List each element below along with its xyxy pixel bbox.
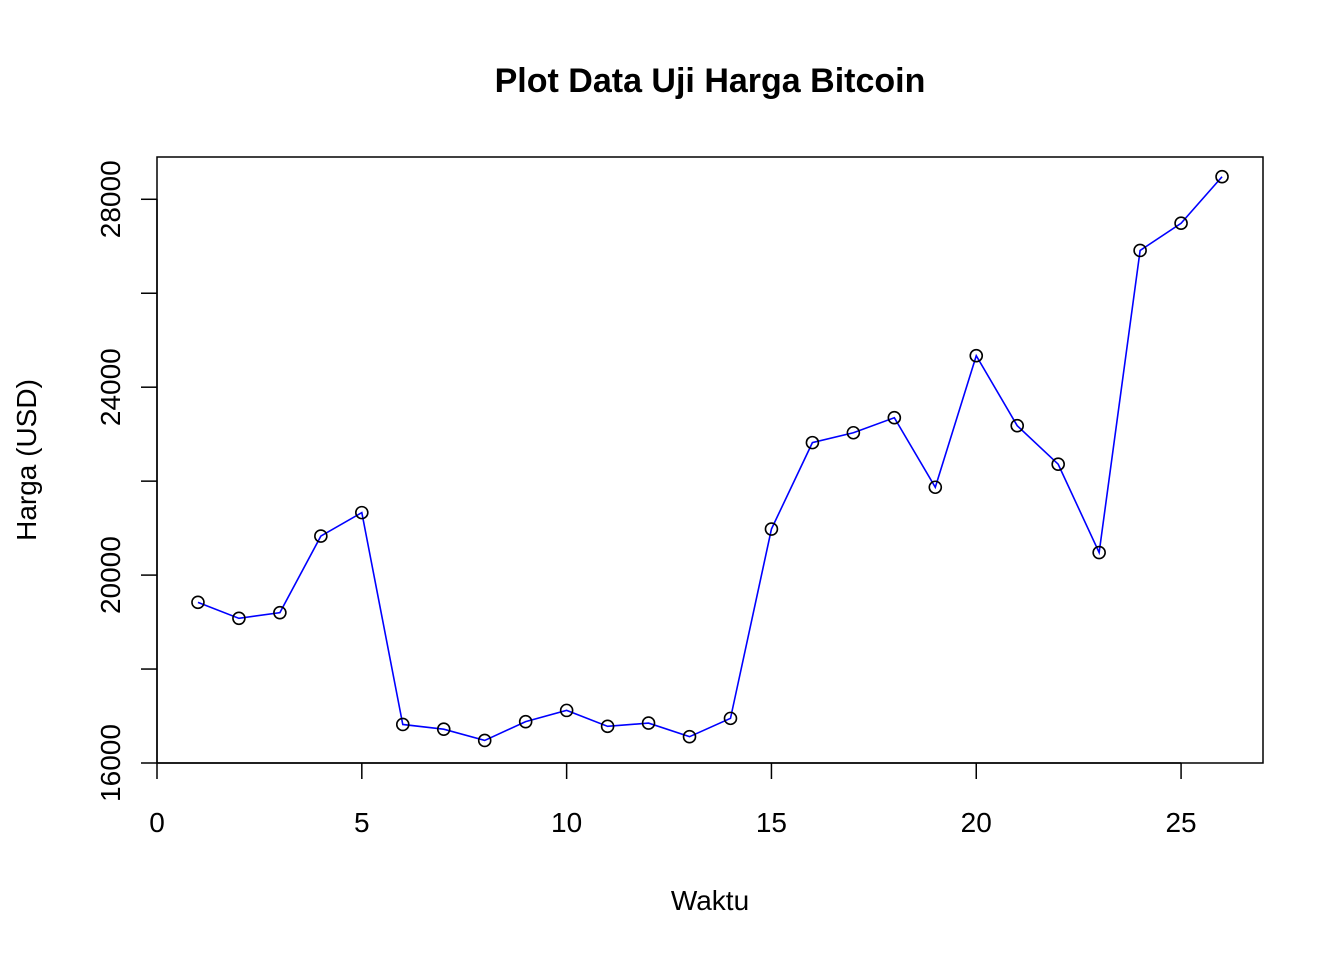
data-point <box>191 595 205 610</box>
data-point <box>273 605 287 620</box>
data-point <box>314 529 328 543</box>
data-point <box>1010 418 1025 433</box>
chart-title: Plot Data Uji Harga Bitcoin <box>495 62 926 100</box>
data-point <box>232 611 246 626</box>
y-axis-label: Harga (USD) <box>11 379 42 541</box>
x-tick-label: 20 <box>961 807 992 838</box>
data-point <box>846 425 861 440</box>
data-point <box>477 733 492 748</box>
data-point <box>805 435 820 450</box>
x-tick-label: 0 <box>149 807 165 838</box>
data-point <box>436 722 451 736</box>
series-line <box>197 176 1223 742</box>
x-tick-label: 15 <box>756 807 787 838</box>
y-tick-label: 16000 <box>95 724 126 802</box>
data-point <box>928 480 943 495</box>
y-tick-label: 20000 <box>95 536 126 614</box>
data-point <box>1174 216 1188 231</box>
data-point <box>887 410 902 425</box>
data-point <box>723 711 738 726</box>
plot-frame <box>156 156 1264 764</box>
data-point <box>969 348 984 363</box>
data-point <box>1092 545 1106 560</box>
y-tick-label: 28000 <box>95 160 126 238</box>
data-point <box>395 717 410 732</box>
x-tick-label: 5 <box>354 807 370 838</box>
data-point <box>682 729 697 744</box>
data-point <box>1133 243 1147 258</box>
data-point <box>641 716 656 730</box>
data-point <box>559 703 574 718</box>
data-point <box>518 714 533 729</box>
y-axis: 16000 20000 24000 28000 <box>95 160 158 802</box>
x-tick-label: 10 <box>551 807 582 838</box>
data-point <box>1051 457 1065 472</box>
x-axis-label: Waktu <box>671 885 749 916</box>
y-tick-label: 24000 <box>95 348 126 426</box>
series-line-group <box>197 176 1223 742</box>
data-point <box>1215 169 1229 184</box>
series-points-group <box>191 169 1229 748</box>
data-point <box>355 505 369 520</box>
data-point <box>600 719 615 734</box>
x-axis: 0 5 10 15 20 25 <box>149 762 1197 838</box>
x-tick-label: 25 <box>1165 807 1196 838</box>
data-point <box>764 522 779 536</box>
